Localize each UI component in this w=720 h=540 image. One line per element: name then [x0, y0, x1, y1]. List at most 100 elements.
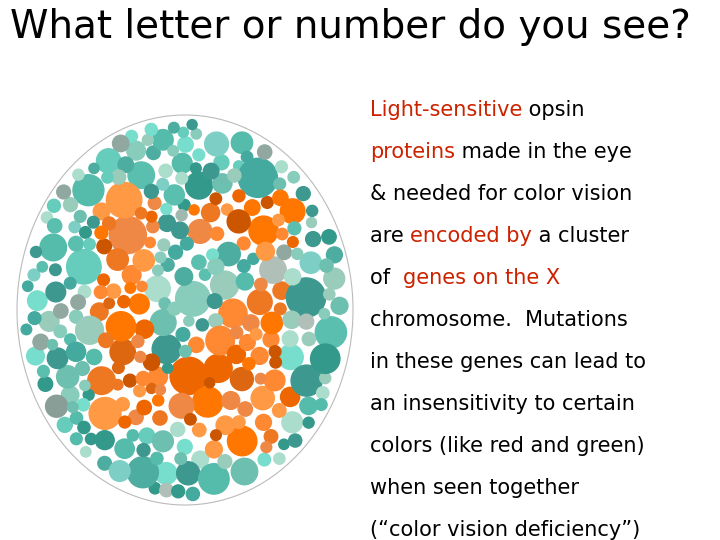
Circle shape	[48, 219, 62, 233]
Circle shape	[227, 210, 250, 233]
Circle shape	[40, 234, 66, 261]
Text: & needed for color vision: & needed for color vision	[370, 184, 632, 204]
Circle shape	[71, 295, 86, 309]
Circle shape	[88, 367, 115, 394]
Circle shape	[27, 291, 47, 310]
Circle shape	[277, 245, 292, 260]
Circle shape	[149, 483, 161, 494]
Circle shape	[238, 260, 250, 272]
Circle shape	[95, 226, 108, 239]
Circle shape	[94, 203, 110, 220]
Circle shape	[261, 197, 273, 208]
Circle shape	[243, 315, 259, 331]
Circle shape	[103, 217, 116, 230]
Circle shape	[317, 387, 329, 399]
Circle shape	[48, 348, 68, 368]
Circle shape	[287, 278, 325, 317]
Circle shape	[306, 232, 320, 246]
Text: made in the eye: made in the eye	[455, 142, 632, 162]
Circle shape	[153, 130, 174, 150]
Circle shape	[107, 312, 135, 341]
Text: Light-sensitive: Light-sensitive	[370, 100, 523, 120]
Circle shape	[324, 268, 345, 289]
Circle shape	[184, 316, 194, 326]
Circle shape	[77, 399, 89, 411]
Circle shape	[222, 392, 240, 409]
Circle shape	[156, 385, 166, 395]
Circle shape	[135, 208, 147, 219]
Text: chromosome.  Mutations: chromosome. Mutations	[370, 310, 628, 330]
Circle shape	[57, 185, 71, 199]
Circle shape	[99, 333, 113, 348]
Circle shape	[109, 217, 146, 254]
Circle shape	[125, 282, 135, 293]
Circle shape	[199, 269, 210, 280]
Circle shape	[233, 416, 245, 428]
Circle shape	[164, 185, 184, 205]
Circle shape	[156, 463, 177, 484]
Circle shape	[86, 434, 96, 444]
Circle shape	[127, 430, 138, 441]
Circle shape	[132, 335, 144, 347]
Circle shape	[94, 286, 107, 299]
Circle shape	[148, 367, 168, 386]
Circle shape	[80, 227, 91, 238]
Circle shape	[251, 328, 262, 340]
Circle shape	[319, 308, 330, 319]
Circle shape	[102, 172, 113, 183]
Circle shape	[272, 404, 286, 417]
Circle shape	[245, 200, 260, 215]
Circle shape	[297, 187, 310, 200]
Circle shape	[88, 217, 99, 228]
Circle shape	[148, 197, 161, 210]
Circle shape	[68, 237, 84, 251]
Circle shape	[249, 216, 278, 245]
Circle shape	[204, 132, 228, 156]
Circle shape	[89, 397, 121, 429]
Circle shape	[76, 362, 89, 375]
Circle shape	[228, 427, 257, 456]
Circle shape	[256, 373, 266, 384]
Circle shape	[263, 332, 279, 347]
Circle shape	[193, 423, 206, 437]
Circle shape	[315, 399, 327, 410]
Circle shape	[302, 333, 315, 346]
Circle shape	[150, 310, 176, 335]
Circle shape	[191, 163, 201, 174]
Circle shape	[284, 269, 301, 285]
Circle shape	[143, 354, 160, 370]
Circle shape	[110, 339, 135, 364]
Text: proteins: proteins	[370, 142, 455, 162]
Circle shape	[98, 456, 112, 470]
Circle shape	[210, 193, 222, 205]
Circle shape	[273, 214, 284, 226]
Circle shape	[230, 368, 253, 390]
Circle shape	[193, 387, 222, 417]
Circle shape	[139, 428, 155, 443]
Circle shape	[186, 488, 199, 501]
Circle shape	[211, 430, 221, 441]
Circle shape	[91, 303, 108, 321]
Circle shape	[158, 215, 176, 232]
Circle shape	[256, 242, 274, 260]
Circle shape	[274, 303, 286, 315]
Circle shape	[135, 320, 153, 338]
Circle shape	[240, 335, 255, 350]
Circle shape	[172, 153, 192, 173]
Circle shape	[129, 410, 143, 424]
Circle shape	[217, 242, 240, 266]
Circle shape	[22, 281, 33, 292]
Circle shape	[282, 331, 298, 347]
Circle shape	[168, 302, 181, 315]
Circle shape	[65, 334, 76, 345]
Circle shape	[236, 273, 253, 290]
Circle shape	[96, 148, 121, 173]
Circle shape	[126, 131, 138, 142]
Circle shape	[230, 326, 243, 339]
Circle shape	[153, 431, 174, 451]
Circle shape	[33, 334, 48, 350]
Circle shape	[228, 346, 246, 363]
Circle shape	[276, 228, 288, 240]
Circle shape	[97, 239, 112, 254]
Circle shape	[172, 485, 184, 498]
